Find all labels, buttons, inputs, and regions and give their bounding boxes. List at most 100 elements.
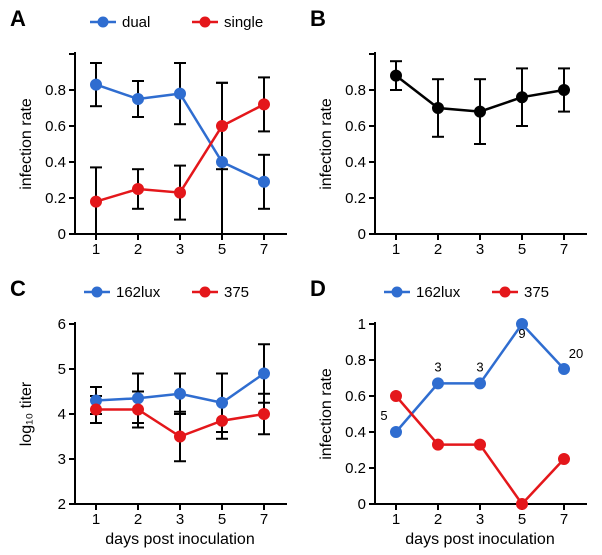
xtick-label: 3 — [176, 241, 184, 258]
ytick-label: 0.4 — [345, 424, 366, 441]
series-marker — [91, 196, 102, 207]
series-marker — [259, 368, 270, 379]
point-annotation: 3 — [476, 359, 483, 374]
series-marker — [559, 454, 570, 465]
xtick-label: 5 — [218, 511, 226, 528]
ytick-label: 0.8 — [345, 82, 366, 99]
ytick-label: 0 — [358, 496, 366, 513]
series-marker — [433, 103, 444, 114]
series-marker — [391, 427, 402, 438]
ytick-label: 0 — [358, 226, 366, 243]
xtick-label: 2 — [434, 511, 442, 528]
ytick-label: 3 — [58, 451, 66, 468]
series-marker — [133, 94, 144, 105]
xtick-label: 3 — [176, 511, 184, 528]
xtick-label: 2 — [434, 241, 442, 258]
y-axis-title: infection rate — [18, 98, 35, 190]
series-marker — [475, 439, 486, 450]
legend-label: 375 — [224, 284, 249, 301]
point-annotation: 5 — [380, 408, 387, 423]
ytick-label: 0.6 — [45, 118, 66, 135]
y-axis-title: infection rate — [318, 368, 335, 460]
xtick-label: 1 — [392, 511, 400, 528]
xtick-label: 7 — [260, 241, 268, 258]
panel-label-D: D — [310, 276, 326, 302]
series-marker — [133, 393, 144, 404]
point-annotation: 20 — [569, 346, 583, 361]
series-marker — [217, 121, 228, 132]
figure-root: A 0 0.2 0.4 0.6 0.8 1 2 3 5 7 infection rate dual sin… — [0, 0, 602, 555]
xtick-label: 1 — [92, 241, 100, 258]
series-marker — [175, 187, 186, 198]
xtick-label: 7 — [260, 511, 268, 528]
chart-A: 0 0.2 0.4 0.6 0.8 1 2 3 5 7 infection rate dual sing… — [10, 8, 300, 276]
ytick-label: 0.2 — [345, 190, 366, 207]
y-axis-title: log₁₀ titer — [18, 381, 35, 446]
xtick-label: 5 — [518, 511, 526, 528]
ytick-label: 0.4 — [45, 154, 66, 171]
series-marker — [517, 499, 528, 510]
y-axis-title: infection rate — [318, 98, 335, 190]
ytick-label: 4 — [58, 406, 66, 423]
point-annotation: 9 — [518, 326, 525, 341]
ytick-label: 0.8 — [45, 82, 66, 99]
series-marker — [133, 404, 144, 415]
series-marker — [175, 431, 186, 442]
panel-label-A: A — [10, 6, 26, 32]
xtick-label: 2 — [134, 511, 142, 528]
series-marker — [175, 88, 186, 99]
xtick-label: 5 — [218, 241, 226, 258]
ytick-label: 0.6 — [345, 388, 366, 405]
ytick-label: 0 — [58, 226, 66, 243]
series-marker — [217, 157, 228, 168]
series-marker — [391, 70, 402, 81]
panel-C: C2345612357log₁₀ titerdays post inoculat… — [10, 278, 300, 550]
series-marker — [475, 378, 486, 389]
series-marker — [91, 404, 102, 415]
series-marker — [259, 99, 270, 110]
series-marker — [559, 364, 570, 375]
panel-label-C: C — [10, 276, 26, 302]
chart-C: 2345612357log₁₀ titerdays post inoculati… — [10, 278, 300, 550]
series-marker — [433, 378, 444, 389]
chart-D: 00.20.40.60.8112357infection ratedays po… — [310, 278, 600, 550]
series-marker — [475, 106, 486, 117]
legend-label: dual — [122, 14, 150, 31]
series-marker — [517, 92, 528, 103]
xtick-label: 7 — [560, 241, 568, 258]
ytick-label: 5 — [58, 361, 66, 378]
series-marker — [259, 409, 270, 420]
panel-B: B00.20.40.60.812357infection rate — [310, 8, 600, 276]
legend-label: 162lux — [116, 284, 161, 301]
ytick-label: 0.4 — [345, 154, 366, 171]
xtick-label: 7 — [560, 511, 568, 528]
panel-D: D00.20.40.60.8112357infection ratedays p… — [310, 278, 600, 550]
xtick-label: 3 — [476, 511, 484, 528]
legend-label: 375 — [524, 284, 549, 301]
series-marker — [217, 397, 228, 408]
legend-label: 162lux — [416, 284, 461, 301]
xtick-label: 1 — [92, 511, 100, 528]
legend-label: single — [224, 14, 263, 31]
series-marker — [217, 415, 228, 426]
point-annotation: 3 — [434, 359, 441, 374]
series-marker — [559, 85, 570, 96]
xtick-label: 5 — [518, 241, 526, 258]
series-marker — [175, 388, 186, 399]
xtick-label: 1 — [392, 241, 400, 258]
ytick-label: 2 — [58, 496, 66, 513]
panel-label-B: B — [310, 6, 326, 32]
series-marker — [259, 176, 270, 187]
ytick-label: 0.2 — [345, 460, 366, 477]
xtick-label: 3 — [476, 241, 484, 258]
ytick-label: 1 — [358, 316, 366, 333]
series-marker — [91, 79, 102, 90]
series-marker — [391, 391, 402, 402]
x-axis-title: days post inoculation — [405, 531, 554, 548]
series-marker — [133, 184, 144, 195]
ytick-label: 0.2 — [45, 190, 66, 207]
chart-B: 00.20.40.60.812357infection rate — [310, 8, 600, 276]
xtick-label: 2 — [134, 241, 142, 258]
panel-A: A 0 0.2 0.4 0.6 0.8 1 2 3 5 7 infection rate dual sin… — [10, 8, 300, 276]
series-marker — [433, 439, 444, 450]
